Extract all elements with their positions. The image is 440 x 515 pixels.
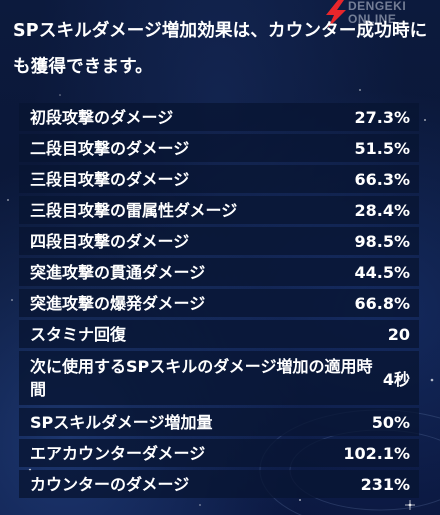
stat-row-second-hit-damage: 二段目攻撃のダメージ 51.5%: [19, 134, 419, 162]
stat-value: 102.1%: [343, 443, 410, 463]
stat-label: 初段攻撃のダメージ: [30, 107, 174, 127]
stat-row-air-counter-damage: エアカウンターダメージ 102.1%: [19, 439, 419, 467]
stat-label: 突進攻撃の爆発ダメージ: [30, 293, 206, 313]
stat-row-first-hit-damage: 初段攻撃のダメージ 27.3%: [19, 103, 419, 131]
stat-value: 44.5%: [354, 262, 410, 282]
stat-row-dash-explosion-damage: 突進攻撃の爆発ダメージ 66.8%: [19, 289, 419, 317]
stat-value: 51.5%: [354, 138, 410, 158]
stat-label: 四段目攻撃のダメージ: [30, 231, 190, 251]
stat-value: 28.4%: [354, 200, 410, 220]
stat-label: 二段目攻撃のダメージ: [30, 138, 190, 158]
skill-stat-table: 初段攻撃のダメージ 27.3% 二段目攻撃のダメージ 51.5% 三段目攻撃のダ…: [19, 103, 419, 501]
stat-row-fourth-hit-damage: 四段目攻撃のダメージ 98.5%: [19, 227, 419, 255]
intro-text: SPスキルダメージ増加効果は、カウンター成功時にも獲得できます。: [13, 21, 428, 77]
stat-value: 20: [387, 324, 410, 344]
stat-label: 三段目攻撃のダメージ: [30, 169, 190, 189]
stat-label: 突進攻撃の貫通ダメージ: [30, 262, 206, 282]
stat-label: エアカウンターダメージ: [30, 443, 206, 463]
dengeki-online-logo: DENGEKI ONLINE: [320, 0, 440, 30]
stat-value: 4秒: [382, 370, 410, 389]
stat-row-third-hit-lightning-damage: 三段目攻撃の雷属性ダメージ 28.4%: [19, 196, 419, 224]
lightning-bolt-icon: [326, 0, 346, 28]
stat-value: 231%: [360, 474, 410, 494]
stat-label: SPスキルダメージ増加量: [30, 412, 213, 432]
logo-line-1: DENGEKI: [348, 0, 407, 13]
stat-label: スタミナ回復: [30, 324, 127, 344]
stat-value: 50%: [371, 412, 410, 432]
logo-wordmark: DENGEKI ONLINE: [348, 0, 406, 26]
stat-row-sp-damage-duration: 次に使用するSPスキルのダメージ増加の適用時間 4秒: [19, 351, 419, 405]
stat-label: 三段目攻撃の雷属性ダメージ: [30, 200, 238, 220]
stat-value: 27.3%: [354, 107, 410, 127]
stat-row-third-hit-damage: 三段目攻撃のダメージ 66.3%: [19, 165, 419, 193]
stat-value: 66.3%: [354, 169, 410, 189]
stat-value: 66.8%: [354, 293, 410, 313]
stat-row-sp-damage-increase: SPスキルダメージ増加量 50%: [19, 408, 419, 436]
stat-row-counter-damage: カウンターのダメージ 231%: [19, 470, 419, 498]
stat-label: 次に使用するSPスキルのダメージ増加の適用時間: [30, 357, 373, 399]
stat-label: カウンターのダメージ: [30, 474, 190, 494]
logo-line-2: ONLINE: [348, 12, 397, 26]
stat-row-stamina-recovery: スタミナ回復 20: [19, 320, 419, 348]
stat-value: 98.5%: [354, 231, 410, 251]
stat-row-dash-pierce-damage: 突進攻撃の貫通ダメージ 44.5%: [19, 258, 419, 286]
